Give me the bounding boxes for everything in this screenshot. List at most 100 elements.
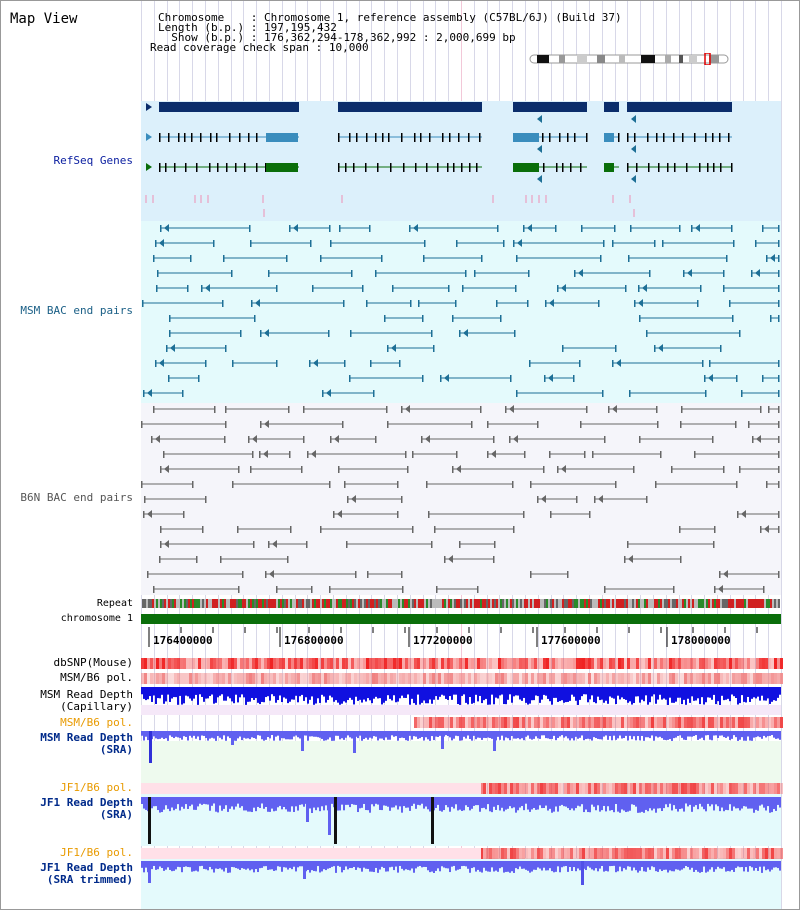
jf1-depth-sra-bar bbox=[447, 797, 449, 808]
jf1-depth-trim-bar bbox=[225, 861, 227, 868]
msm-pol-cell bbox=[567, 673, 570, 684]
repeat-segment bbox=[350, 599, 352, 608]
b6n-bac-label[interactable]: B6N BAC end pairs bbox=[20, 491, 133, 504]
msm-depth-sra-bar bbox=[751, 731, 753, 741]
refseq-genes-label[interactable]: RefSeq Genes bbox=[53, 154, 133, 167]
jf1-depth-sra-bar bbox=[321, 797, 323, 807]
jf1-pol2-cell bbox=[711, 848, 714, 859]
jf1-depth-trim-bar bbox=[181, 861, 183, 873]
gene-row-3-exon bbox=[562, 163, 564, 172]
dbsnp-cell bbox=[636, 658, 639, 669]
msm-pol-cell bbox=[729, 673, 732, 684]
jf1-pol2-cell bbox=[582, 848, 585, 859]
jf1-pol-cell bbox=[531, 783, 534, 794]
msm-depth-sra-bar bbox=[155, 731, 157, 739]
msm-depth-cap-bar bbox=[337, 687, 339, 703]
gene-row-2-exon bbox=[248, 133, 250, 142]
chromosome-ideogram[interactable] bbox=[529, 53, 731, 65]
msm-bac-end bbox=[433, 345, 435, 352]
msm-pol2-cell bbox=[633, 717, 636, 728]
msm-bac-end bbox=[503, 240, 505, 247]
msm-depth-sra-bar bbox=[413, 731, 415, 737]
repeat-segment bbox=[732, 599, 734, 608]
jf1-depth-trim-bar bbox=[211, 861, 213, 870]
jf1-depth-sra-bar bbox=[671, 797, 673, 811]
jf1-pol-cell bbox=[507, 783, 510, 794]
msm-pol-cell bbox=[588, 673, 591, 684]
msm-depth-cap-bar bbox=[419, 687, 421, 705]
msm-bac-end bbox=[366, 300, 368, 307]
dbsnp-cell bbox=[156, 658, 159, 669]
jf1-depth-trim-bar bbox=[199, 861, 201, 867]
b6n-bac-marker bbox=[541, 495, 546, 503]
msm-depth-sra-bar bbox=[175, 731, 177, 737]
msm-pol-cell bbox=[564, 673, 567, 684]
msm-depth-cap-bar bbox=[545, 687, 547, 696]
repeat-segment bbox=[772, 599, 774, 608]
msm-depth-sra-bar bbox=[551, 731, 553, 739]
msm-pol-cell bbox=[315, 673, 318, 684]
msm-depth-cap-bar bbox=[461, 687, 463, 696]
jf1-depth-trim-bar bbox=[463, 861, 465, 866]
dbsnp-cell bbox=[258, 658, 261, 669]
msm-bac-end bbox=[156, 285, 158, 292]
dbsnp-cell bbox=[297, 658, 300, 669]
jf1-pol-cell bbox=[606, 783, 609, 794]
msm-depth-sra-bar bbox=[311, 731, 313, 737]
msm-depth-sra-bar bbox=[453, 731, 455, 739]
dbsnp-cell bbox=[648, 658, 651, 669]
msm-bac-marker bbox=[527, 224, 532, 232]
jf1-depth-sra-bar bbox=[627, 797, 629, 812]
msm-depth-cap-bar bbox=[215, 687, 217, 703]
jf1-pol2-cell bbox=[654, 848, 657, 859]
jf1-depth-sra-bar bbox=[375, 797, 377, 804]
msm-pol-cell bbox=[363, 673, 366, 684]
msm-depth-cap-bar bbox=[231, 687, 233, 702]
jf1-depth-trim-bar bbox=[441, 861, 443, 867]
repeat-segment bbox=[174, 599, 176, 608]
jf1-pol2-cell bbox=[705, 848, 708, 859]
repeat-segment bbox=[158, 599, 160, 608]
msm-depth-sra-bar bbox=[547, 731, 549, 739]
msm-pol-cell bbox=[207, 673, 210, 684]
msm-depth-sra-bar bbox=[685, 731, 687, 741]
msm-depth-sra-bar bbox=[513, 731, 515, 739]
msm-pol-cell bbox=[330, 673, 333, 684]
msm-bac-end bbox=[705, 390, 707, 397]
msm-pol-cell bbox=[465, 673, 468, 684]
repeat-segment bbox=[544, 599, 546, 608]
msm-depth-cap-bar bbox=[443, 687, 445, 696]
jf1-pol2-cell bbox=[546, 848, 549, 859]
jf1-depth-sra-bar bbox=[427, 797, 429, 810]
msm-pol-cell bbox=[585, 673, 588, 684]
repeat-segment bbox=[178, 599, 180, 608]
jf1-depth-sra-bar bbox=[643, 797, 645, 813]
jf1-depth-trim-bar bbox=[727, 861, 729, 872]
gene-row-2-exon bbox=[728, 133, 730, 142]
jf1-depth-trim-bar bbox=[445, 861, 447, 869]
msm-pol-cell bbox=[744, 673, 747, 684]
jf1-depth-trim-bar bbox=[397, 861, 399, 873]
dbsnp-cell bbox=[189, 658, 192, 669]
msm-depth-cap-bar bbox=[705, 687, 707, 703]
msm-bac-label[interactable]: MSM BAC end pairs bbox=[20, 304, 133, 317]
msm-pol-cell bbox=[498, 673, 501, 684]
msm-bac-end bbox=[683, 270, 685, 277]
jf1-depth-sra-bar bbox=[595, 797, 597, 811]
msm-depth-sra-bar bbox=[223, 731, 225, 736]
jf1-pol2-cell bbox=[765, 848, 768, 859]
msm-pol-cell bbox=[300, 673, 303, 684]
jf1-depth-sra-bar bbox=[153, 797, 155, 807]
repeat-segment bbox=[774, 599, 776, 608]
msm-depth-cap-bar bbox=[313, 687, 315, 705]
msm-depth-sra-bar bbox=[281, 731, 283, 739]
msm-pol-cell bbox=[762, 673, 765, 684]
msm-depth-sra-bar bbox=[583, 731, 585, 741]
dbsnp-cell bbox=[597, 658, 600, 669]
msm-pol-cell bbox=[378, 673, 381, 684]
jf1-depth-sra-bar bbox=[585, 797, 587, 810]
msm-depth-sra-bar bbox=[591, 731, 593, 741]
msm-pol-cell bbox=[216, 673, 219, 684]
jf1-depth-trim-bar bbox=[637, 861, 639, 873]
